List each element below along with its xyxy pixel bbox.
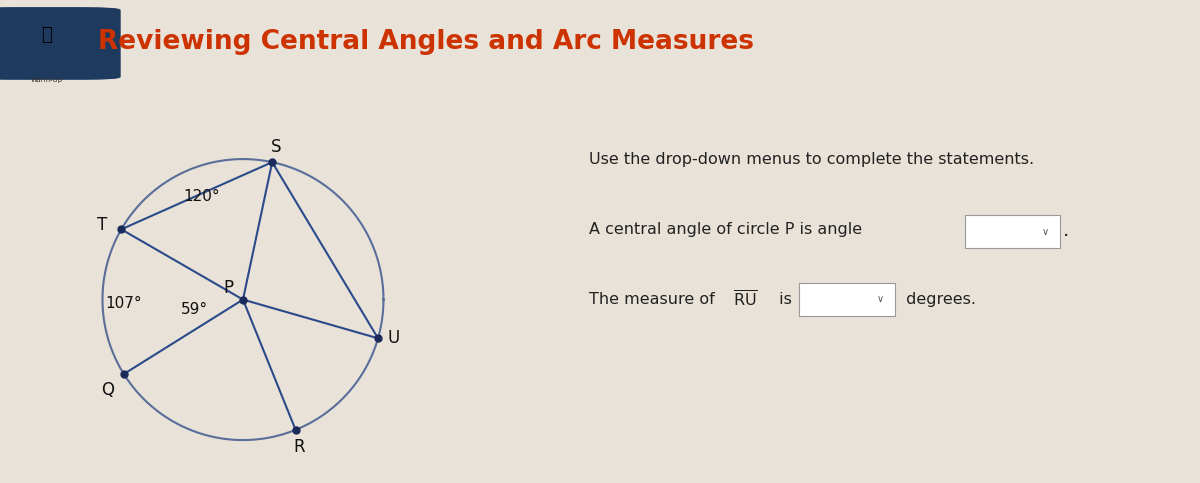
FancyBboxPatch shape [0,8,120,79]
Text: degrees.: degrees. [901,292,976,307]
Text: U: U [388,329,400,347]
Text: P: P [223,279,233,297]
Text: Use the drop-down menus to complete the statements.: Use the drop-down menus to complete the … [589,152,1034,167]
Text: The measure of: The measure of [589,292,720,307]
Text: T: T [97,216,107,234]
Text: 🔥: 🔥 [42,26,52,44]
Text: is: is [774,292,792,307]
Text: $\overline{\rm RU}$: $\overline{\rm RU}$ [732,289,757,310]
Text: 107°: 107° [106,296,143,311]
Text: S: S [271,138,281,156]
Text: Reviewing Central Angles and Arc Measures: Reviewing Central Angles and Arc Measure… [98,28,755,55]
Text: .: . [1063,221,1069,240]
Text: Warm-Up: Warm-Up [31,77,62,84]
Text: ∨: ∨ [876,294,883,304]
Text: 59°: 59° [181,302,208,317]
Text: Q: Q [101,381,114,398]
Text: 120°: 120° [184,189,221,204]
Text: R: R [294,439,305,456]
FancyBboxPatch shape [965,215,1060,248]
Text: A central angle of circle P is angle: A central angle of circle P is angle [589,222,863,237]
FancyBboxPatch shape [799,283,895,316]
Text: ∨: ∨ [1042,227,1049,237]
